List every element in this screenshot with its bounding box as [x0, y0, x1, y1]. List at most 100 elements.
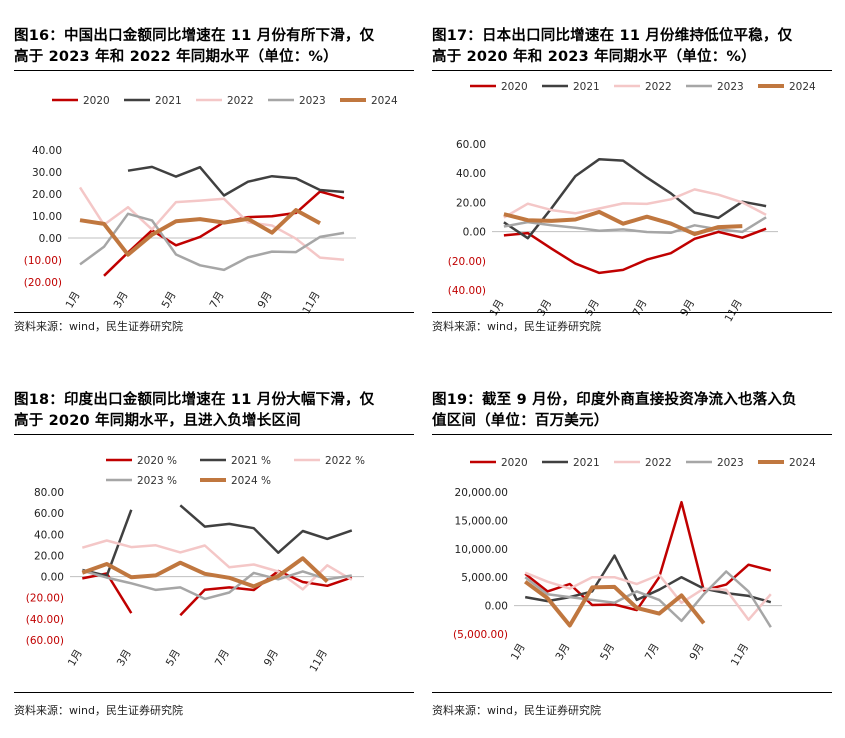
- title-rule: [14, 434, 414, 435]
- x-tick-label: 5月: [598, 642, 617, 663]
- series-line-2024: [81, 556, 329, 589]
- y-tick-label: 10,000.00: [455, 544, 508, 556]
- y-tick-label: 15,000.00: [455, 515, 508, 527]
- chart-fig17: 2020 2021 2022 2023 2024 (40.00) (20.00) 0.00 20…: [448, 81, 816, 325]
- legend-label: 2021: [573, 457, 600, 469]
- title-line-2: 值区间（单位：百万美元）: [432, 413, 609, 429]
- legend-label: 2021: [573, 81, 600, 93]
- series-line-2020: [82, 572, 133, 614]
- y-tick-label: 40.00: [34, 529, 64, 541]
- legend-label: 2024: [789, 457, 816, 469]
- y-tick-label: 0.00: [39, 233, 62, 245]
- y-tick-label: (40.00): [26, 614, 64, 626]
- x-tick-label: 1月: [488, 298, 507, 319]
- title-line-1: 图19：截至 9 月份，印度外商直接投资净流入也落入负: [432, 392, 797, 408]
- series-line-2021: [127, 165, 345, 197]
- series-line-2022: [81, 539, 353, 591]
- series-line-2024: [503, 209, 743, 237]
- x-tick-label: 1月: [64, 290, 83, 311]
- title-line-2: 高于 2020 年和 2023 年同期水平（单位：%）: [432, 49, 756, 65]
- chart-fig19: 2020 2021 2022 2023 2024 (5,000.00) 0.00 5,000.…: [453, 457, 816, 669]
- y-tick-label: 0.00: [41, 572, 64, 584]
- series-line-2024: [79, 208, 321, 257]
- title-rule: [14, 70, 414, 71]
- legend: 2020 2021 2022 2023 2024: [470, 81, 816, 93]
- x-tick-label: 3月: [535, 298, 554, 319]
- title-rule: [432, 434, 832, 435]
- legend-label: 2020 %: [137, 455, 177, 467]
- y-tick-label: (20.00): [26, 593, 64, 605]
- series-line-2022: [524, 571, 772, 622]
- y-tick-label: (10.00): [24, 255, 62, 267]
- title-line-2: 高于 2020 年同期水平，且进入负增长区间: [14, 413, 301, 429]
- y-tick-label: 0.00: [463, 227, 486, 239]
- y-tick-label: 10.00: [32, 211, 62, 223]
- y-tick-label: 80.00: [34, 487, 64, 499]
- y-tick-label: (5,000.00): [453, 629, 508, 641]
- legend-label: 2024 %: [231, 475, 271, 487]
- source-note: 资料来源：wind，民生证券研究院: [14, 704, 184, 717]
- x-tick-label: 11月: [723, 298, 745, 325]
- y-tick-label: 40.00: [32, 145, 62, 157]
- x-tick-label: 5月: [583, 298, 602, 319]
- panel-fig17: 图17：日本出口同比增速在 11 月份维持低位平稳，仅 高于 2020 年和 2…: [432, 26, 832, 366]
- legend-label: 2022: [645, 81, 672, 93]
- panel-fig18: 图18：印度出口金额同比增速在 11 月份大幅下滑，仅 高于 2020 年同期水…: [14, 390, 414, 730]
- y-tick-label: 60.00: [34, 508, 64, 520]
- legend-label: 2022: [645, 457, 672, 469]
- y-tick-label: 5,000.00: [461, 572, 508, 584]
- chart-title: 图17：日本出口同比增速在 11 月份维持低位平稳，仅 高于 2020 年和 2…: [432, 26, 832, 68]
- legend-label: 2023: [717, 457, 744, 469]
- legend-label: 2023: [299, 95, 326, 107]
- source-note: 资料来源：wind，民生证券研究院: [432, 320, 602, 333]
- legend-label: 2023 %: [137, 475, 177, 487]
- x-tick-label: 9月: [256, 290, 275, 311]
- y-tick-label: 30.00: [32, 167, 62, 179]
- y-tick-label: 20.00: [34, 550, 64, 562]
- series-line-2021: [503, 157, 767, 240]
- series-line-2021: [179, 504, 353, 554]
- source-rule: [14, 692, 414, 693]
- x-tick-label: 5月: [160, 290, 179, 311]
- series-line-2020: [503, 227, 767, 275]
- legend: 2020 % 2021 % 2022 % 2023 % 2024 %: [106, 455, 365, 487]
- legend-label: 2024: [789, 81, 816, 93]
- x-tick-label: 11月: [729, 642, 751, 669]
- y-tick-label: 0.00: [485, 601, 508, 613]
- x-tick-label: 5月: [164, 648, 183, 669]
- legend: 2020 2021 2022 2023 2024: [470, 457, 816, 469]
- y-tick-label: 60.00: [456, 139, 486, 151]
- source-rule: [14, 312, 414, 313]
- title-line-1: 图16：中国出口金额同比增速在 11 月份有所下滑，仅: [14, 28, 375, 44]
- y-tick-label: 40.00: [456, 168, 486, 180]
- panel-fig16: 图16：中国出口金额同比增速在 11 月份有所下滑，仅 高于 2023 年和 2…: [14, 26, 414, 366]
- series-line-2023: [79, 212, 345, 272]
- x-tick-label: 11月: [308, 648, 330, 675]
- legend-label: 2022: [227, 95, 254, 107]
- y-tick-label: (40.00): [448, 285, 486, 297]
- legend-label: 2020: [501, 81, 528, 93]
- y-tick-label: (20.00): [24, 277, 62, 289]
- x-tick-label: 7月: [643, 642, 662, 663]
- title-line-1: 图17：日本出口同比增速在 11 月份维持低位平稳，仅: [432, 28, 793, 44]
- series-line-2020: [103, 190, 345, 277]
- legend-label: 2021 %: [231, 455, 271, 467]
- chart-title: 图16：中国出口金额同比增速在 11 月份有所下滑，仅 高于 2023 年和 2…: [14, 26, 414, 68]
- x-tick-label: 3月: [115, 648, 134, 669]
- legend-label: 2023: [717, 81, 744, 93]
- title-line-2: 高于 2023 年和 2022 年同期水平（单位：%）: [14, 49, 338, 65]
- x-tick-label: 9月: [678, 298, 697, 319]
- x-tick-label: 9月: [262, 648, 281, 669]
- x-tick-label: 3月: [112, 290, 131, 311]
- legend-label: 2020: [83, 95, 110, 107]
- series-line-2022: [503, 188, 767, 219]
- y-tick-label: (60.00): [26, 635, 64, 647]
- series-line-2023: [524, 570, 772, 628]
- legend: 2020 2021 2022 2023 2024: [52, 95, 398, 107]
- panel-fig19: 图19：截至 9 月份，印度外商直接投资净流入也落入负 值区间（单位：百万美元）…: [432, 390, 832, 730]
- series-line-2023: [81, 569, 352, 601]
- series-line-2024: [524, 580, 706, 628]
- source-note: 资料来源：wind，民生证券研究院: [14, 320, 184, 333]
- x-tick-label: 7月: [631, 298, 650, 319]
- x-tick-label: 1月: [66, 648, 85, 669]
